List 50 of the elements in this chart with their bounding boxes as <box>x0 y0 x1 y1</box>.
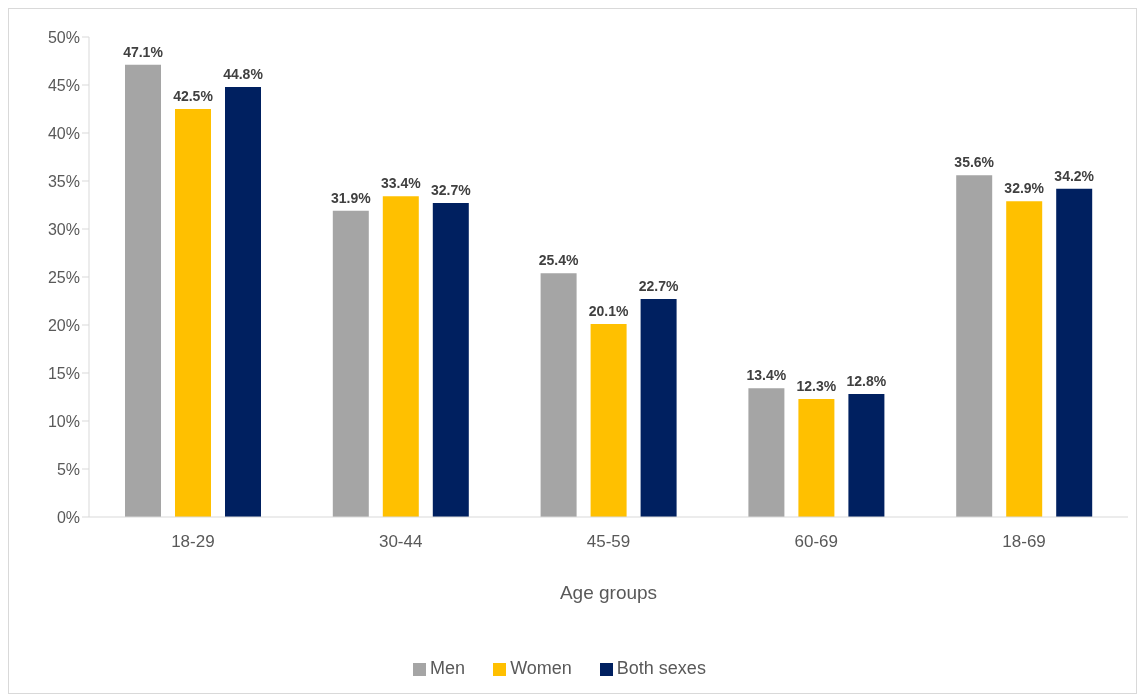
data-label: 47.1% <box>123 43 164 60</box>
bar <box>1056 188 1093 517</box>
data-label: 12.3% <box>796 377 837 394</box>
bar <box>748 388 785 517</box>
data-label: 44.8% <box>223 65 264 82</box>
y-tick-label: 25% <box>47 268 80 286</box>
data-label: 32.9% <box>1004 180 1045 197</box>
bar <box>640 299 677 517</box>
bar <box>848 394 885 517</box>
y-tick-label: 45% <box>47 76 80 94</box>
y-tick-label: 20% <box>47 316 80 334</box>
y-tick-label: 50% <box>47 28 80 46</box>
x-axis-title: Age groups <box>559 582 658 603</box>
data-label: 35.6% <box>954 154 995 171</box>
bar <box>175 109 211 517</box>
x-tick-label: 60-69 <box>794 532 839 552</box>
x-tick-label: 18-69 <box>1002 532 1046 552</box>
bar <box>432 203 469 517</box>
data-label: 32.7% <box>430 182 472 199</box>
x-tick-label: 45-59 <box>586 532 631 552</box>
y-tick-label: 0% <box>56 508 80 526</box>
bar <box>956 175 993 517</box>
legend-label: Men <box>430 658 466 678</box>
bar <box>590 324 627 517</box>
legend-label: Both sexes <box>616 658 706 678</box>
y-tick-label: 40% <box>47 124 80 142</box>
bar <box>1006 201 1043 517</box>
bar <box>540 273 577 517</box>
data-label: 22.7% <box>638 278 679 295</box>
y-tick-label: 35% <box>47 172 80 190</box>
bar <box>382 196 419 517</box>
x-tick-label: 18-29 <box>171 532 215 552</box>
x-tick-label: 30-44 <box>378 532 423 552</box>
data-label: 25.4% <box>538 252 579 269</box>
data-label: 42.5% <box>173 88 214 104</box>
data-label: 12.8% <box>846 373 887 390</box>
data-label: 33.4% <box>380 175 422 192</box>
data-label: 20.1% <box>588 303 629 320</box>
legend-label: Women <box>510 658 572 678</box>
data-label: 31.9% <box>330 189 372 206</box>
bar <box>225 86 261 517</box>
data-label: 34.2% <box>1054 167 1095 184</box>
y-tick-label: 15% <box>47 364 80 382</box>
y-tick-label: 30% <box>47 220 80 238</box>
bar <box>798 398 835 517</box>
data-label: 13.4% <box>746 367 787 384</box>
y-tick-label: 5% <box>56 460 80 478</box>
bar <box>332 210 369 517</box>
y-tick-label: 10% <box>47 412 80 430</box>
bar <box>125 64 161 517</box>
